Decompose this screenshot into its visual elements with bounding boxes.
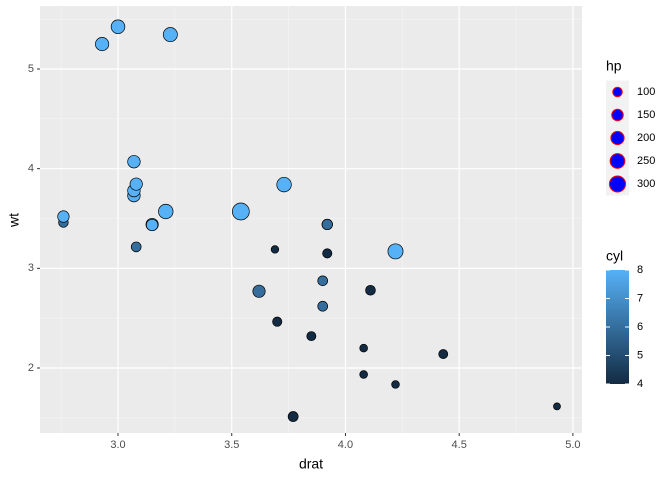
x-tick-label: 4.0 (338, 439, 353, 451)
legend-label: 6 (637, 321, 643, 333)
point (387, 243, 404, 260)
size-legend-title: hp (606, 58, 622, 74)
point (359, 343, 368, 353)
point (391, 380, 400, 389)
point (127, 155, 141, 169)
point (130, 241, 142, 253)
legend-label: 100 (637, 86, 655, 98)
legend-point (610, 130, 625, 146)
point (438, 349, 449, 359)
legend-point (611, 108, 624, 122)
point (359, 370, 368, 379)
y-tick-label: 2 (28, 362, 34, 374)
point (365, 284, 376, 296)
x-tick-label: 3.0 (110, 439, 125, 451)
y-tick-label: 5 (28, 63, 34, 75)
legend-point (608, 175, 627, 193)
y-tick-label: 4 (28, 163, 34, 175)
legend-label: 4 (637, 378, 643, 390)
point (276, 176, 292, 193)
point (162, 27, 178, 43)
legend-label: 300 (637, 178, 655, 190)
legend-label: 150 (637, 109, 655, 121)
panel (40, 6, 582, 433)
point (317, 300, 329, 312)
point (553, 402, 561, 411)
point (272, 316, 283, 327)
legend-point (609, 153, 626, 169)
point (146, 218, 159, 232)
point (231, 202, 250, 221)
point (287, 411, 299, 422)
point (95, 37, 110, 52)
point (57, 210, 70, 223)
point (158, 203, 174, 220)
fill-legend-title: cyl (606, 248, 623, 264)
legend-label: 5 (637, 349, 643, 361)
legend-point (612, 86, 623, 98)
x-tick-label: 3.5 (224, 439, 239, 451)
point (317, 275, 329, 287)
x-tick-label: 4.5 (452, 439, 467, 451)
point (270, 245, 280, 254)
point (252, 284, 266, 298)
legend-label: 200 (637, 132, 655, 144)
y-axis-title: wt (6, 213, 22, 228)
legend-label: 7 (637, 292, 643, 304)
legend-label: 250 (637, 155, 655, 167)
x-axis-title: drat (299, 456, 323, 472)
point (129, 177, 143, 191)
y-tick-label: 3 (28, 262, 34, 274)
point (306, 331, 317, 342)
point (322, 248, 333, 259)
point (321, 218, 333, 231)
colorbar (606, 270, 629, 384)
x-tick-label: 5.0 (565, 439, 580, 451)
point (110, 19, 126, 34)
legend-label: 8 (637, 264, 643, 276)
